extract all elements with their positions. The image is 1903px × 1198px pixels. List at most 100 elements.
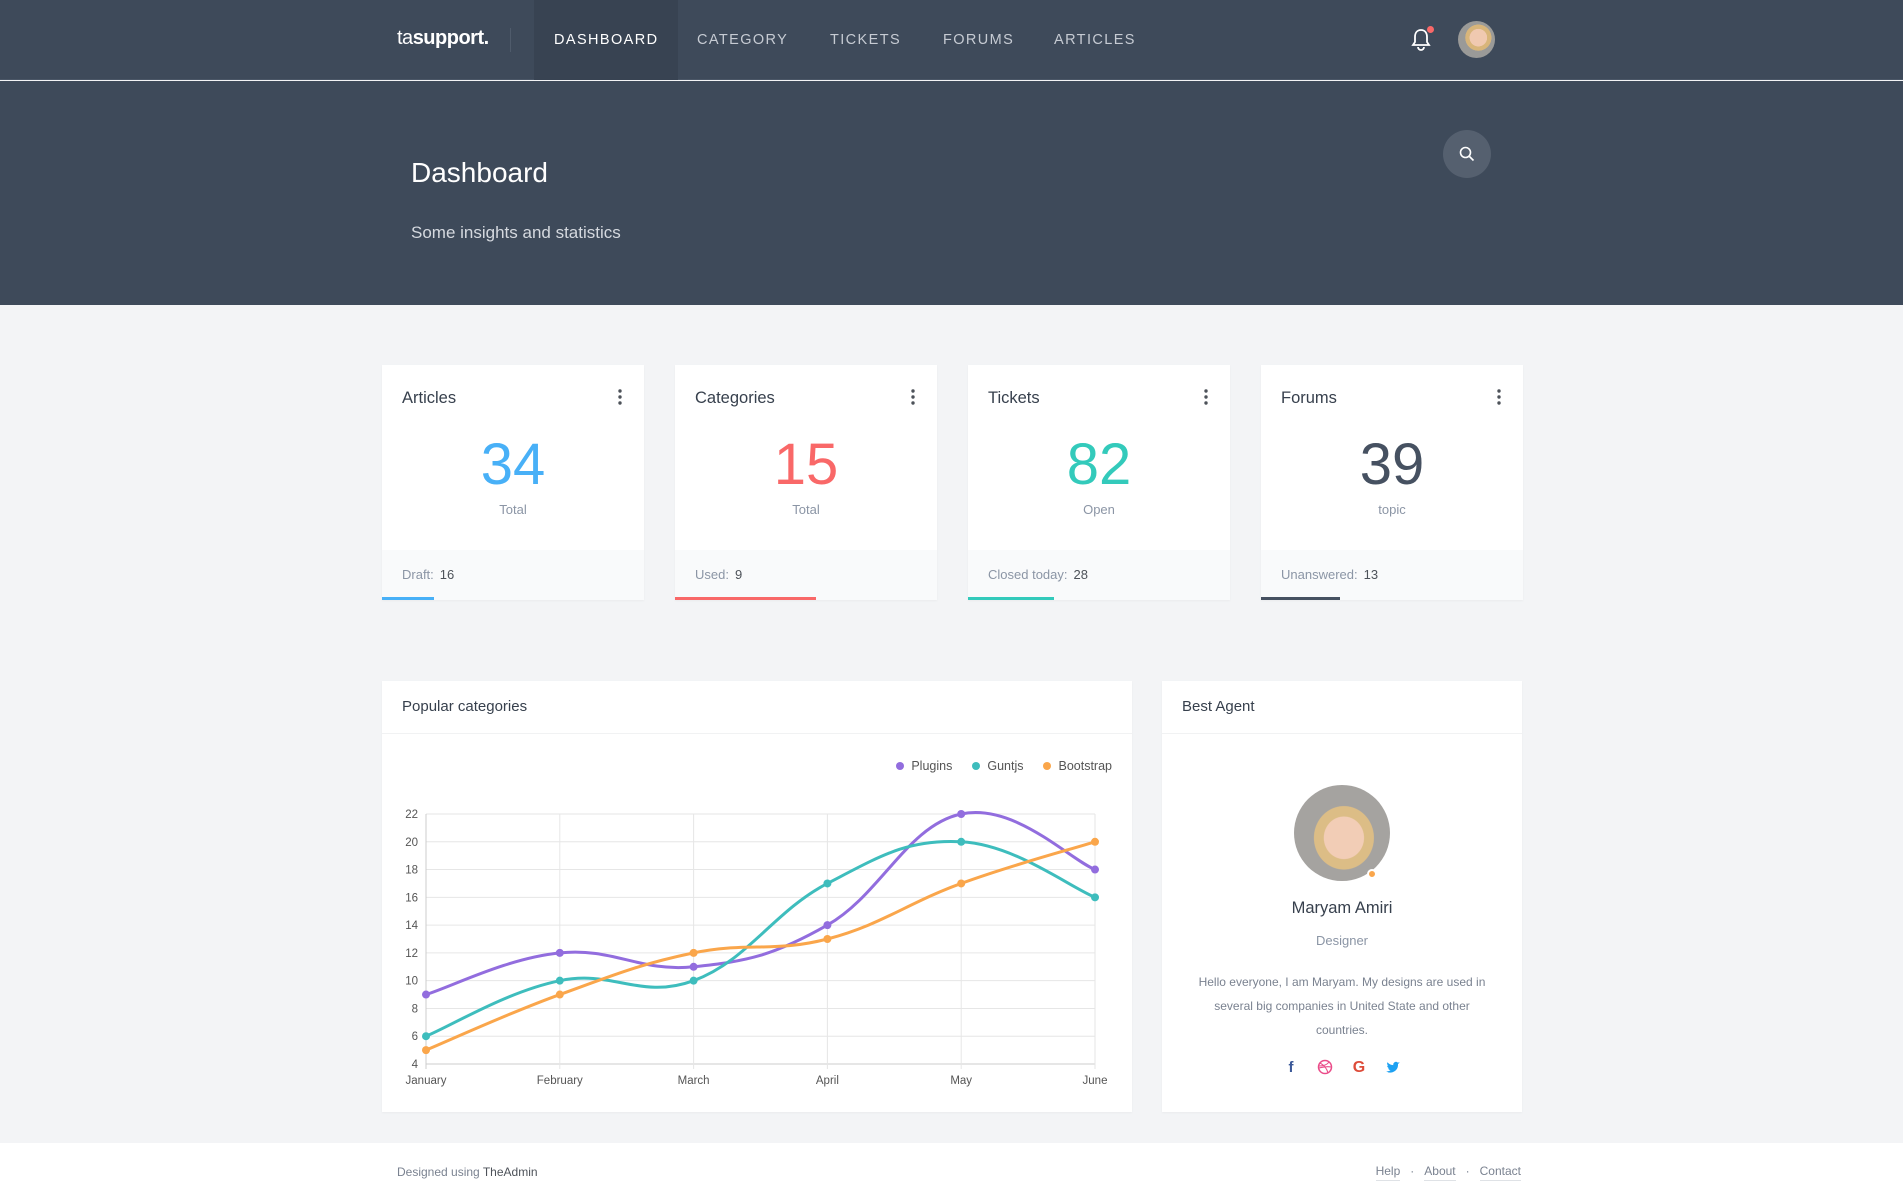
search-button[interactable] — [1443, 130, 1491, 178]
stat-footer-label: Unanswered: — [1281, 567, 1358, 582]
stat-progress-bar — [382, 597, 435, 600]
y-tick-label: 10 — [405, 976, 418, 988]
x-tick-label: March — [678, 1075, 710, 1087]
stat-title: Forums — [1281, 389, 1337, 407]
more-options-icon[interactable] — [911, 389, 915, 405]
nav-dashboard[interactable]: DASHBOARD — [534, 0, 679, 80]
y-tick-label: 4 — [412, 1059, 419, 1071]
top-navbar: tasupport. DASHBOARD CATEGORY TICKETS FO… — [0, 0, 1903, 80]
stat-footer-value: 9 — [734, 567, 743, 582]
data-point-plugins — [422, 990, 430, 999]
brand-logo[interactable]: tasupport. — [397, 27, 489, 49]
page-title: Dashboard — [411, 157, 548, 188]
more-options-icon[interactable] — [1497, 389, 1501, 405]
stat-footer-label: Used: — [695, 567, 729, 582]
data-point-guntjs — [823, 879, 832, 888]
agent-role: Designer — [1315, 933, 1369, 948]
data-point-plugins — [555, 948, 564, 957]
x-tick-label: February — [537, 1075, 583, 1087]
card-title: Best Agent — [1162, 681, 1522, 734]
series-line-plugins — [425, 811, 1096, 996]
stat-progress-bar — [1261, 597, 1340, 600]
stat-title: Articles — [402, 389, 457, 407]
footer-contact-link[interactable]: Contact — [1479, 1164, 1521, 1181]
data-point-bootstrap — [689, 948, 698, 957]
stat-progress-bar — [968, 597, 1055, 600]
nav-articles[interactable]: ARTICLES — [1054, 32, 1136, 48]
legend-label: Bootstrap — [1058, 759, 1112, 773]
data-point-bootstrap — [422, 1046, 430, 1055]
footer-credit: Designed using — [397, 1165, 483, 1179]
series-line-guntjs — [425, 839, 1096, 1038]
facebook-icon[interactable]: f — [1288, 1059, 1294, 1076]
legend-item[interactable]: Guntjs — [972, 759, 1023, 773]
stat-label: Total — [792, 502, 820, 517]
stat-card: Articles 34 Total Draft: 16 — [382, 365, 644, 600]
dribbble-icon[interactable] — [1317, 1059, 1333, 1077]
x-tick-label: June — [1083, 1075, 1108, 1087]
stat-footer-value: 16 — [439, 567, 455, 582]
divider — [510, 28, 511, 52]
popular-categories-card: Popular categories Plugins Guntjs Bootstra… — [382, 681, 1132, 1112]
data-point-bootstrap — [957, 879, 966, 888]
footer-help-link[interactable]: Help — [1375, 1164, 1401, 1181]
theadmin-link[interactable]: TheAdmin — [482, 1165, 538, 1179]
stat-label: topic — [1378, 502, 1406, 517]
legend-item[interactable]: Plugins — [896, 759, 952, 773]
y-tick-label: 22 — [405, 809, 418, 821]
bell-icon[interactable] — [1410, 27, 1432, 51]
stat-footer-label: Closed today: — [988, 567, 1068, 582]
page-header: Dashboard Some insights and statistics — [0, 81, 1903, 305]
more-options-icon[interactable] — [618, 389, 622, 405]
legend-swatch — [1043, 762, 1052, 770]
y-tick-label: 8 — [412, 1003, 418, 1015]
search-icon — [1459, 146, 1475, 162]
best-agent-card: Best Agent Maryam Amiri Designer Hello e… — [1162, 681, 1522, 1112]
stat-label: Total — [499, 502, 527, 517]
stat-card: Forums 39 topic Unanswered: 13 — [1261, 365, 1523, 600]
data-point-plugins — [823, 921, 832, 930]
footer-about-link[interactable]: About — [1424, 1164, 1456, 1181]
data-point-guntjs — [1091, 893, 1099, 902]
data-point-guntjs — [555, 976, 564, 985]
data-point-plugins — [689, 962, 698, 971]
y-tick-label: 12 — [405, 948, 418, 960]
card-title: Popular categories — [382, 681, 1132, 734]
y-tick-label: 18 — [405, 865, 418, 877]
x-tick-label: April — [816, 1075, 839, 1087]
stat-progress-bar — [675, 597, 817, 600]
nav-forums[interactable]: FORUMS — [943, 32, 1015, 48]
user-avatar[interactable] — [1458, 21, 1495, 58]
stat-value: 34 — [480, 432, 546, 497]
stat-value: 82 — [1066, 432, 1132, 497]
nav-category[interactable]: CATEGORY — [697, 32, 789, 48]
twitter-icon[interactable] — [1385, 1059, 1401, 1077]
data-point-plugins — [957, 810, 966, 818]
data-point-plugins — [1091, 865, 1099, 874]
stat-value: 15 — [773, 432, 839, 497]
stat-footer-value: 13 — [1363, 567, 1379, 582]
stat-value: 39 — [1359, 432, 1425, 497]
y-tick-label: 14 — [405, 920, 418, 932]
stat-title: Categories — [695, 389, 775, 407]
stat-card: Categories 15 Total Used: 9 — [675, 365, 937, 600]
more-options-icon[interactable] — [1204, 389, 1208, 405]
y-tick-label: 6 — [412, 1031, 418, 1043]
legend-item[interactable]: Bootstrap — [1043, 759, 1112, 773]
stat-footer: Draft: 16 — [382, 550, 644, 600]
notification-dot — [1427, 26, 1434, 33]
stat-footer-label: Draft: — [402, 567, 434, 582]
legend-label: Plugins — [911, 759, 953, 773]
nav-tickets[interactable]: TICKETS — [830, 32, 902, 48]
data-point-guntjs — [422, 1032, 430, 1041]
data-point-bootstrap — [1091, 837, 1099, 846]
page-subtitle: Some insights and statistics — [411, 223, 621, 242]
line-chart: 4 6 8 10 12 14 16 18 20 22 January February March Apr… — [405, 809, 1108, 1087]
data-point-guntjs — [957, 837, 966, 846]
google-icon[interactable]: G — [1352, 1059, 1366, 1076]
y-tick-label: 20 — [405, 837, 418, 849]
separator: · — [1410, 1164, 1415, 1178]
legend-label: Guntjs — [987, 759, 1024, 773]
agent-name: Maryam Amiri — [1291, 899, 1393, 917]
agent-avatar — [1294, 785, 1390, 881]
